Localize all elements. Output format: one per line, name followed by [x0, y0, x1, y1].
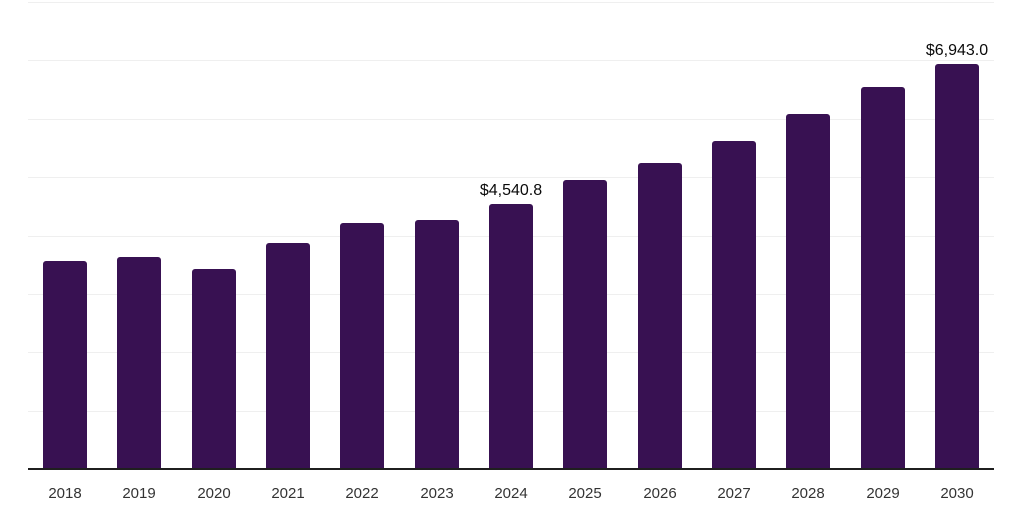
gridline-8000: [28, 2, 994, 3]
x-tick-label-2023: 2023: [420, 485, 454, 502]
x-tick-label-2030: 2030: [940, 485, 974, 502]
bar-2030: [935, 64, 979, 469]
bar-2027: [712, 141, 756, 469]
data-label-2024: $4,540.8: [479, 182, 543, 199]
x-tick-label-2018: 2018: [48, 485, 82, 502]
gridline-6000: [28, 119, 994, 120]
bar-2020: [192, 269, 236, 469]
x-tick-label-2029: 2029: [866, 485, 900, 502]
bar-2028: [786, 114, 830, 469]
bar-2018: [43, 261, 87, 469]
bar-2026: [638, 163, 682, 469]
x-tick-label-2024: 2024: [494, 485, 528, 502]
x-tick-label-2026: 2026: [643, 485, 677, 502]
bar-2021: [266, 243, 310, 469]
x-axis-line: [28, 468, 994, 470]
bar-2019: [117, 257, 161, 469]
bar-2029: [861, 87, 905, 469]
x-tick-label-2022: 2022: [345, 485, 379, 502]
x-tick-label-2019: 2019: [122, 485, 156, 502]
data-label-2030: $6,943.0: [925, 42, 989, 59]
gridline-7000: [28, 60, 994, 61]
x-tick-label-2025: 2025: [568, 485, 602, 502]
bar-2023: [415, 220, 459, 469]
bar-2025: [563, 180, 607, 469]
x-tick-label-2021: 2021: [271, 485, 305, 502]
gridline-5000: [28, 177, 994, 178]
x-tick-label-2020: 2020: [197, 485, 231, 502]
bar-2022: [340, 223, 384, 469]
bar-2024: [489, 204, 533, 469]
x-tick-label-2028: 2028: [791, 485, 825, 502]
x-tick-label-2027: 2027: [717, 485, 751, 502]
